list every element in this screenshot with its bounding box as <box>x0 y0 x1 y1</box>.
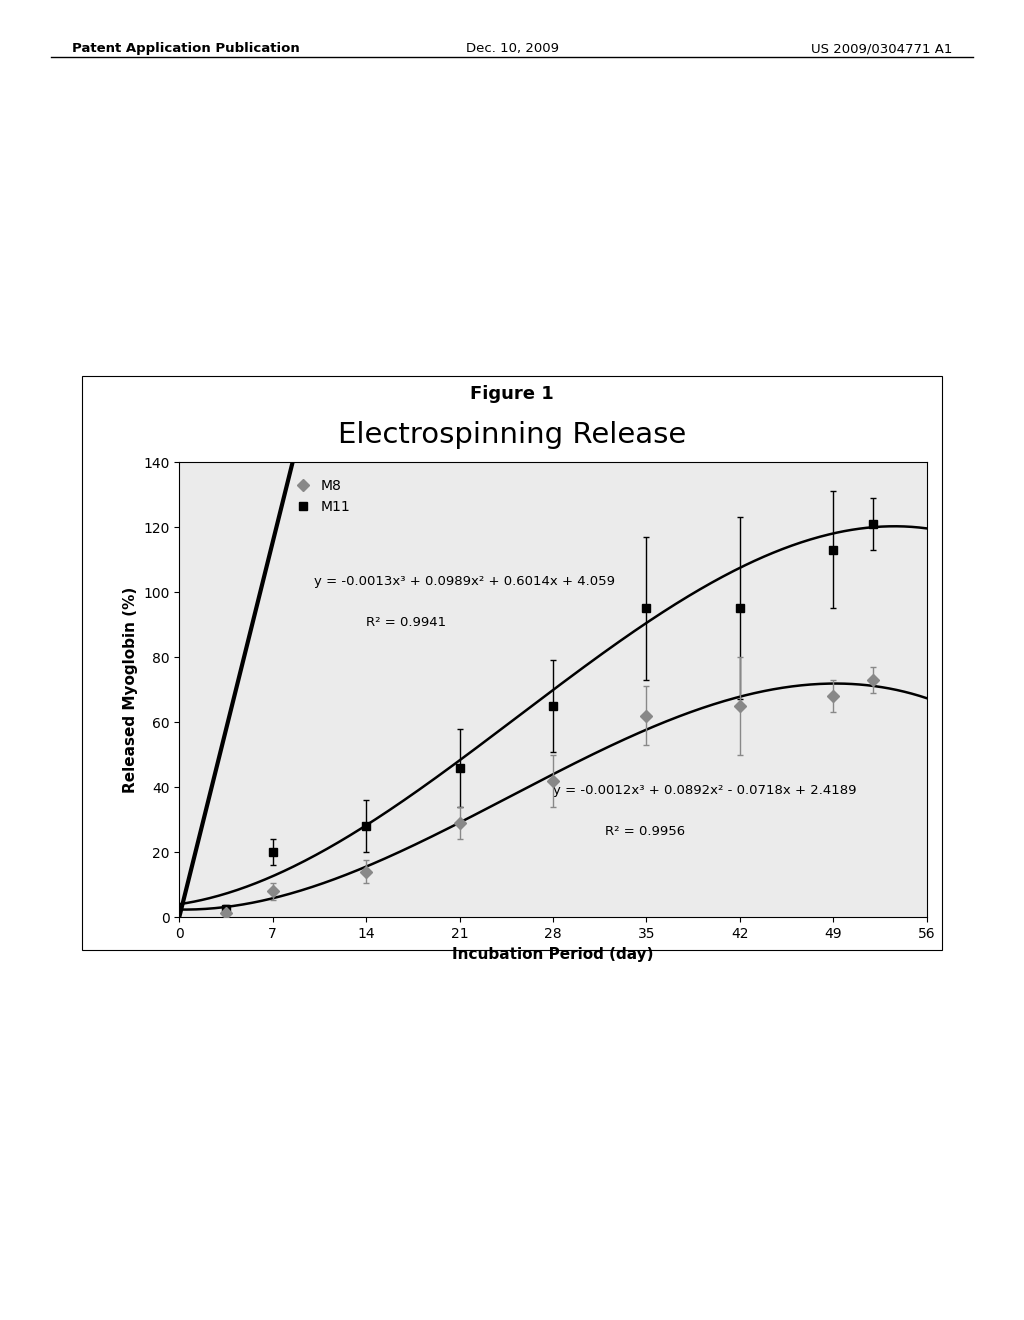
Text: R² = 0.9956: R² = 0.9956 <box>605 825 685 838</box>
Legend: M8, M11: M8, M11 <box>284 474 356 520</box>
Text: y = -0.0012x³ + 0.0892x² - 0.0718x + 2.4189: y = -0.0012x³ + 0.0892x² - 0.0718x + 2.4… <box>553 784 856 797</box>
Text: R² = 0.9941: R² = 0.9941 <box>367 616 446 628</box>
Text: US 2009/0304771 A1: US 2009/0304771 A1 <box>811 42 952 55</box>
Text: Patent Application Publication: Patent Application Publication <box>72 42 299 55</box>
Text: Dec. 10, 2009: Dec. 10, 2009 <box>466 42 558 55</box>
Text: Electrospinning Release: Electrospinning Release <box>338 421 686 449</box>
X-axis label: Incubation Period (day): Incubation Period (day) <box>453 946 653 962</box>
Text: Figure 1: Figure 1 <box>470 384 554 403</box>
Text: y = -0.0013x³ + 0.0989x² + 0.6014x + 4.059: y = -0.0013x³ + 0.0989x² + 0.6014x + 4.0… <box>313 576 614 587</box>
Y-axis label: Released Myoglobin (%): Released Myoglobin (%) <box>123 586 137 793</box>
